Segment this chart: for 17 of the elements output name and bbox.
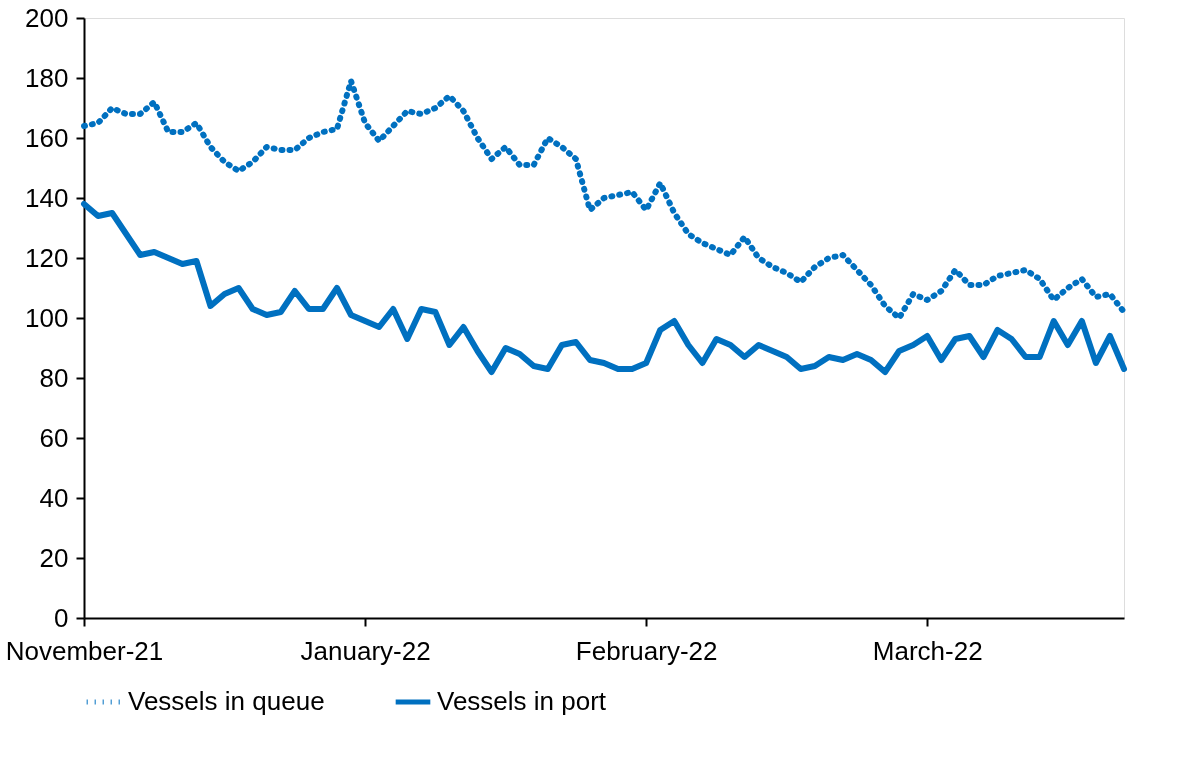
y-tick-label: 20: [39, 542, 69, 573]
x-tick-label: January-22: [300, 635, 431, 666]
y-tick-label: 140: [25, 182, 69, 213]
x-tick-label: February-22: [575, 635, 718, 666]
x-tick-label: March-22: [872, 635, 983, 666]
y-tick-label: 100: [25, 302, 69, 333]
y-tick-label: 80: [39, 362, 69, 393]
x-tick-label: November-21: [5, 635, 164, 666]
y-tick-label: 40: [39, 482, 69, 513]
y-tick-label: 120: [25, 242, 69, 273]
y-tick-label: 160: [25, 122, 69, 153]
y-tick-label: 200: [25, 2, 69, 33]
y-tick-label: 60: [39, 422, 69, 453]
y-tick-label: 180: [25, 62, 69, 93]
legend-label: Vessels in queue: [128, 686, 325, 716]
y-tick-label: 0: [54, 602, 69, 633]
legend-label: Vessels in port: [437, 686, 607, 716]
